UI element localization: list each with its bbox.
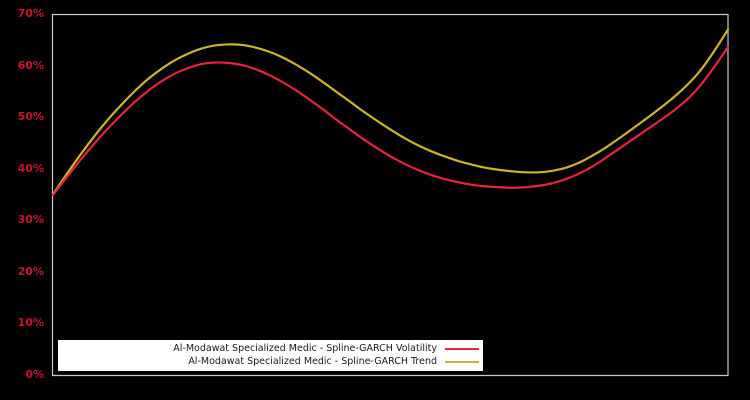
- y-axis-tick-label: 30%: [17, 213, 44, 227]
- y-axis-tick-label: 10%: [17, 316, 44, 330]
- legend-entry: Al-Modawat Specialized Medic - Spline-GA…: [58, 342, 483, 355]
- series-layer: [51, 28, 730, 197]
- plot-frame: [51, 13, 729, 377]
- series-line-trend: [51, 28, 730, 196]
- y-axis-tick-label: 20%: [17, 264, 44, 278]
- y-axis-tick-labels: 70% 60% 50% 40% 30% 20% 10% 0%: [0, 0, 44, 400]
- y-axis-tick-label: 0%: [25, 368, 44, 381]
- legend-entry-label: Al-Modawat Specialized Medic - Spline-GA…: [188, 356, 437, 367]
- y-axis-tick-label: 50%: [17, 110, 44, 124]
- y-axis-tick-label: 70%: [17, 7, 44, 20]
- chart-legend: Al-Modawat Specialized Medic - Spline-GA…: [58, 340, 483, 371]
- y-axis-tick-label: 60%: [17, 58, 44, 72]
- legend-entry: Al-Modawat Specialized Medic - Spline-GA…: [58, 355, 483, 368]
- series-line-volatility: [51, 45, 730, 197]
- legend-color-swatch: [445, 342, 479, 355]
- legend-color-swatch: [445, 355, 479, 368]
- y-axis-tick-label: 40%: [17, 161, 44, 175]
- legend-entry-label: Al-Modawat Specialized Medic - Spline-GA…: [173, 343, 437, 354]
